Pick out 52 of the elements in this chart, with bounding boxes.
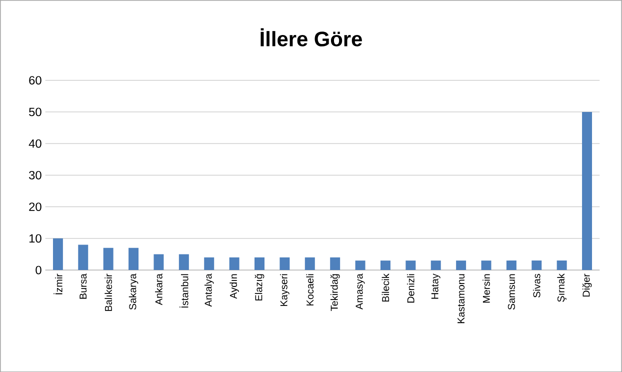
- x-tick-label: İzmir: [54, 274, 62, 294]
- x-tick-label: Amasya: [356, 273, 365, 310]
- x-tick-label: İstanbul: [180, 274, 188, 308]
- x-tick-label: Elazığ: [254, 274, 264, 300]
- bar: [556, 260, 567, 270]
- bar: [280, 257, 290, 270]
- bar: [532, 260, 542, 270]
- x-tick-label: Balıkesir: [104, 274, 112, 311]
- x-tick-label: Mersin: [482, 274, 490, 302]
- y-tick-label: 20: [29, 202, 42, 211]
- x-tick-label: Bursa: [80, 273, 87, 299]
- bar: [481, 260, 492, 270]
- bar: [430, 260, 441, 270]
- y-tick-label: 40: [28, 139, 42, 148]
- bar: [406, 260, 416, 270]
- y-tick-label: 10: [29, 234, 42, 242]
- y-tick-label: 60: [29, 76, 42, 84]
- bar: [380, 260, 390, 270]
- x-tick-label: Denizli: [407, 274, 414, 302]
- bar: [52, 238, 63, 270]
- bar: [229, 257, 240, 270]
- bar: [330, 257, 340, 270]
- x-tick-label: Kastamonu: [458, 274, 465, 323]
- x-tick-label: Kocaeli: [306, 274, 314, 306]
- x-tick-label: Sakarya: [128, 273, 138, 310]
- x-tick-label: Samsun: [508, 274, 515, 310]
- y-tick-label: 30: [29, 170, 42, 180]
- bar: [355, 260, 366, 270]
- bar: [78, 244, 88, 270]
- x-tick-label: Antalya: [204, 273, 214, 307]
- bar: [178, 254, 189, 270]
- bar: [254, 257, 264, 270]
- bar: [204, 257, 214, 270]
- bar: [154, 254, 164, 270]
- bar: [128, 248, 139, 270]
- y-tick-label: 50: [29, 108, 42, 116]
- chart-title: İllere Göre: [260, 28, 362, 46]
- bar: [456, 260, 466, 270]
- x-tick-label: Ankara: [155, 273, 162, 305]
- bar: [582, 112, 592, 270]
- bar: [506, 260, 516, 270]
- x-tick-label: Kayseri: [280, 274, 290, 306]
- y-tick-label: 0: [36, 266, 42, 274]
- bar: [304, 257, 315, 270]
- x-tick-label: Aydın: [230, 274, 239, 299]
- x-tick-label: Sivas: [532, 274, 540, 298]
- bar: [103, 248, 114, 270]
- x-tick-label: Tekirdağ: [330, 274, 340, 311]
- x-tick-label: Hatay: [431, 273, 440, 299]
- x-tick-label: Diğer: [582, 274, 592, 296]
- x-tick-label: Şırnak: [557, 273, 566, 302]
- x-tick-label: Bilecik: [382, 273, 390, 302]
